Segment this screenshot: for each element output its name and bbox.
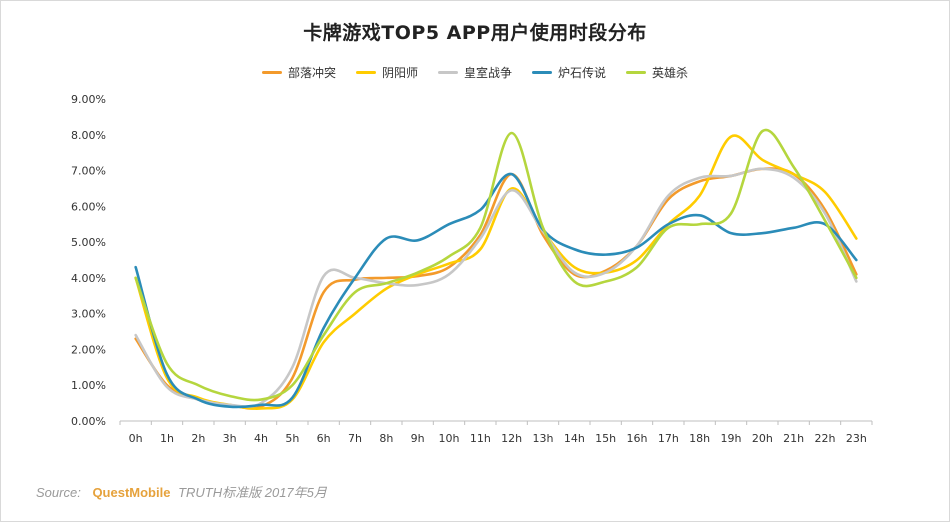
x-tick-label: 22h bbox=[815, 432, 836, 445]
source-prefix: Source: bbox=[36, 485, 81, 500]
x-tick-label: 16h bbox=[627, 432, 648, 445]
y-tick-label: 3.00% bbox=[71, 308, 106, 321]
y-tick-label: 8.00% bbox=[71, 129, 106, 142]
legend-item-2: 皇室战争 bbox=[437, 64, 512, 81]
x-tick-label: 4h bbox=[254, 432, 268, 445]
y-tick-label: 2.00% bbox=[71, 343, 106, 356]
legend-item-3: 炉石传说 bbox=[532, 64, 606, 81]
y-tick-label: 4.00% bbox=[71, 272, 106, 285]
x-tick-label: 2h bbox=[191, 432, 205, 445]
chart-title: 卡牌游戏TOP5 APP用户使用时段分布 bbox=[303, 22, 647, 44]
source-note: Source: QuestMobile TRUTH标准版 2017年5月 bbox=[36, 482, 327, 501]
x-tick-label: 5h bbox=[285, 432, 299, 445]
series-line-4 bbox=[134, 128, 858, 402]
legend: 部落冲突 阴阳师 皇室战争 炉石传说 英雄杀 bbox=[0, 64, 950, 81]
x-tick-label: 20h bbox=[752, 432, 773, 445]
legend-swatch-1 bbox=[355, 71, 376, 74]
legend-label-2: 皇室战争 bbox=[463, 66, 512, 80]
source-suffix: TRUTH标准版 2017年5月 bbox=[178, 485, 327, 500]
legend-swatch-4 bbox=[626, 71, 647, 74]
x-tick-label: 3h bbox=[223, 432, 237, 445]
x-tick-label: 0h bbox=[129, 432, 143, 445]
y-tick-label: 1.00% bbox=[71, 379, 106, 392]
y-tick-label: 9.00% bbox=[71, 93, 106, 106]
x-tick-label: 21h bbox=[783, 432, 804, 445]
x-tick-label: 1h bbox=[160, 432, 174, 445]
x-tick-label: 6h bbox=[317, 432, 331, 445]
x-tick-label: 18h bbox=[689, 432, 710, 445]
x-tick-label: 9h bbox=[411, 432, 425, 445]
legend-item-0: 部落冲突 bbox=[261, 64, 336, 81]
legend-label-4: 英雄杀 bbox=[652, 66, 689, 80]
x-tick-label: 12h bbox=[501, 432, 522, 445]
source-brand: QuestMobile bbox=[92, 485, 171, 500]
y-tick-label: 0.00% bbox=[71, 415, 106, 428]
x-tick-label: 15h bbox=[595, 432, 616, 445]
x-tick-label: 8h bbox=[379, 432, 393, 445]
legend-swatch-0 bbox=[261, 71, 282, 74]
legend-label-3: 炉石传说 bbox=[558, 66, 607, 80]
legend-swatch-2 bbox=[437, 71, 458, 74]
x-tick-label: 23h bbox=[846, 432, 867, 445]
legend-label-0: 部落冲突 bbox=[287, 66, 336, 80]
series-line-0 bbox=[134, 167, 858, 410]
y-tick-label: 7.00% bbox=[71, 165, 106, 178]
legend-label-1: 阴阳师 bbox=[381, 66, 418, 80]
y-tick-label: 6.00% bbox=[71, 200, 106, 213]
y-tick-label: 5.00% bbox=[71, 236, 106, 249]
series-line-2 bbox=[134, 167, 858, 408]
series-line-1 bbox=[134, 134, 858, 410]
x-tick-label: 19h bbox=[721, 432, 742, 445]
legend-item-4: 英雄杀 bbox=[626, 64, 688, 81]
x-tick-label: 7h bbox=[348, 432, 362, 445]
x-tick-label: 10h bbox=[439, 432, 460, 445]
x-tick-label: 13h bbox=[533, 432, 554, 445]
x-tick-label: 11h bbox=[470, 432, 491, 445]
x-tick-label: 17h bbox=[658, 432, 679, 445]
x-tick-label: 14h bbox=[564, 432, 585, 445]
legend-item-1: 阴阳师 bbox=[355, 64, 418, 81]
legend-swatch-3 bbox=[532, 71, 552, 74]
